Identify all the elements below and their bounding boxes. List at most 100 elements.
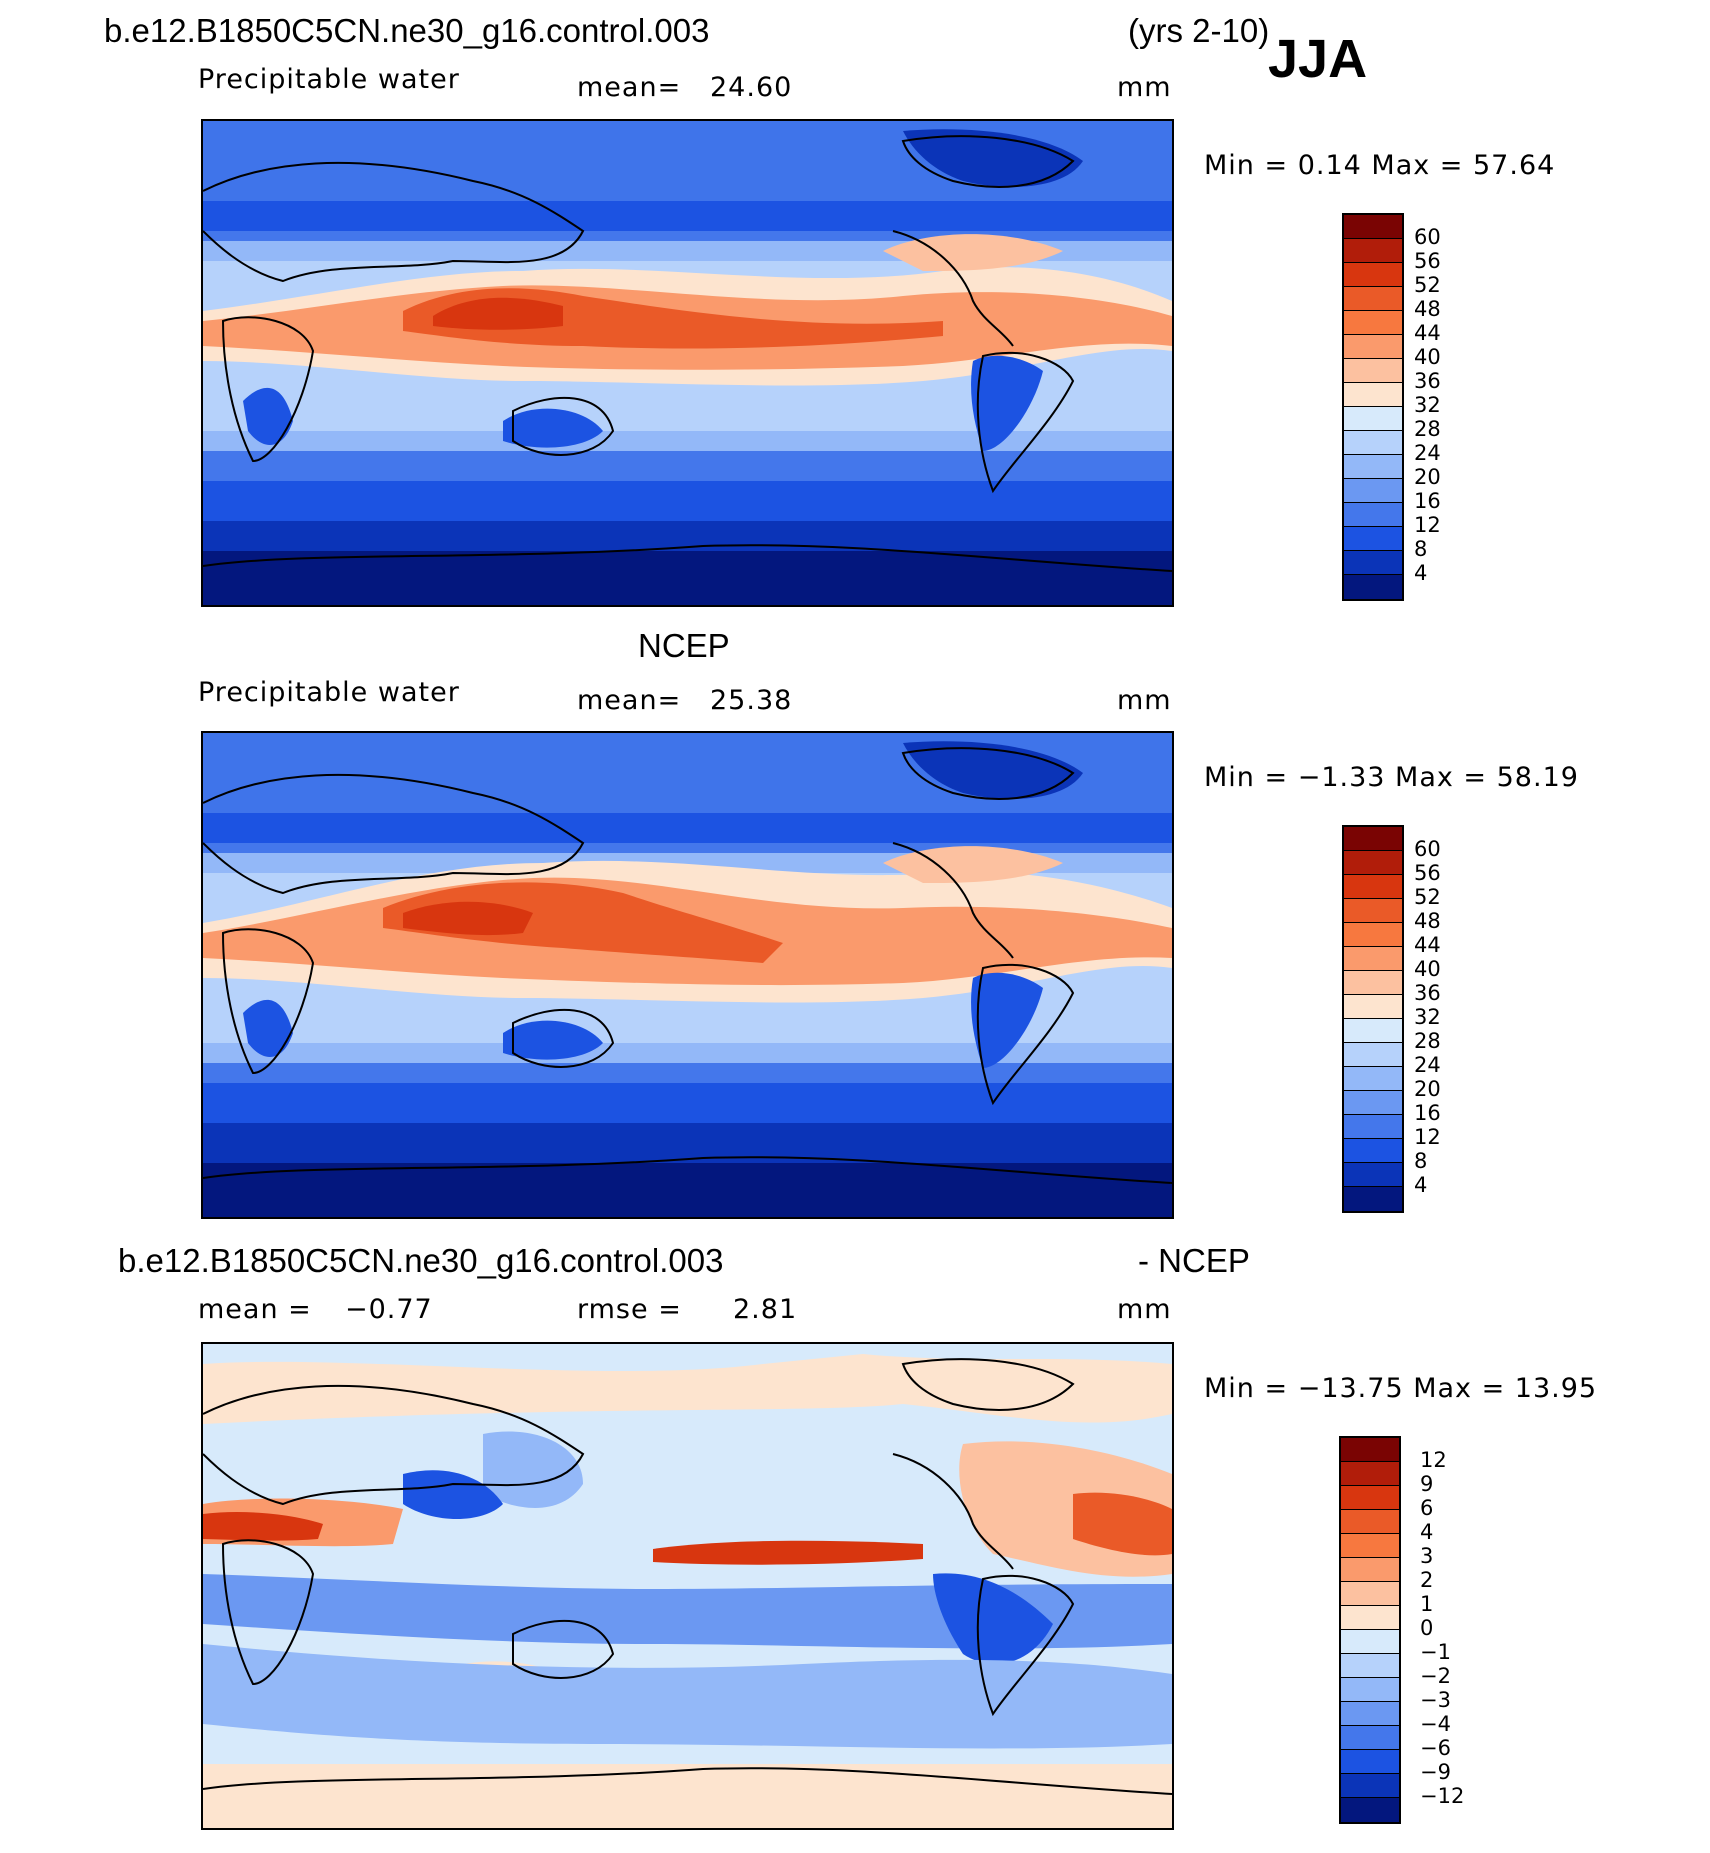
- panel1-colorbar-swatch: [1344, 503, 1402, 527]
- panel2-tick: 12: [1414, 1125, 1441, 1149]
- panel2-colorbar-swatch: [1344, 899, 1402, 923]
- panel2-unit: mm: [1117, 685, 1172, 716]
- panel3-tick: 12: [1420, 1448, 1447, 1472]
- panel1-tick: 40: [1414, 345, 1441, 369]
- panel1-colorbar-swatch: [1344, 359, 1402, 383]
- panel2-tick: 16: [1414, 1101, 1441, 1125]
- panel3-tick: −1: [1420, 1640, 1451, 1664]
- panel3-tick: −2: [1420, 1664, 1451, 1688]
- panel1-tick: 16: [1414, 489, 1441, 513]
- panel3-tick: 6: [1420, 1496, 1434, 1520]
- years-label: (yrs 2-10): [1128, 12, 1270, 49]
- panel2-colorbar-swatch: [1344, 1163, 1402, 1187]
- panel3-colorbar-swatch: [1341, 1438, 1399, 1462]
- panel1-tick: 48: [1414, 297, 1441, 321]
- panel3-minmax: Min = −13.75 Max = 13.95: [1204, 1373, 1598, 1404]
- panel1-colorbar-swatch: [1344, 215, 1402, 239]
- panel2-colorbar-swatch: [1344, 995, 1402, 1019]
- panel1-colorbar-swatch: [1344, 479, 1402, 503]
- panel2-colorbar-swatch: [1344, 947, 1402, 971]
- panel3-colorbar-swatch: [1341, 1558, 1399, 1582]
- panel3-title-left: b.e12.B1850C5CN.ne30_g16.control.003: [118, 1242, 724, 1279]
- panel1-mean-label: mean=: [577, 72, 682, 103]
- panel2-variable-label: Precipitable water: [198, 677, 460, 708]
- panel1-field: [203, 121, 1172, 605]
- panel1-unit: mm: [1117, 72, 1172, 103]
- panel2-tick: 52: [1414, 885, 1441, 909]
- panel1-tick: 32: [1414, 393, 1441, 417]
- case-name-title: b.e12.B1850C5CN.ne30_g16.control.003: [104, 12, 710, 49]
- panel2-map: [201, 731, 1174, 1219]
- panel3-rmse-value: 2.81: [733, 1294, 798, 1325]
- panel2-colorbar-swatch: [1344, 1091, 1402, 1115]
- panel2-tick: 24: [1414, 1053, 1441, 1077]
- panel2-mean-label: mean=: [577, 685, 682, 716]
- panel2-tick: 40: [1414, 957, 1441, 981]
- panel3-rmse-label: rmse =: [577, 1294, 682, 1325]
- panel1-colorbar: [1342, 213, 1404, 601]
- panel3-colorbar-swatch: [1341, 1582, 1399, 1606]
- panel3-colorbar-swatch: [1341, 1726, 1399, 1750]
- panel3-tick: −4: [1420, 1712, 1451, 1736]
- panel3-tick: 0: [1420, 1616, 1434, 1640]
- panel1-variable-label: Precipitable water: [198, 64, 460, 95]
- panel1-tick: 8: [1414, 537, 1428, 561]
- panel1-tick: 4: [1414, 561, 1428, 585]
- panel1-colorbar-swatch: [1344, 575, 1402, 599]
- panel2-tick: 8: [1414, 1149, 1428, 1173]
- panel1-colorbar-swatch: [1344, 239, 1402, 263]
- panel2-tick: 28: [1414, 1029, 1441, 1053]
- panel1-minmax: Min = 0.14 Max = 57.64: [1204, 150, 1556, 181]
- panel1-colorbar-swatch: [1344, 383, 1402, 407]
- panel2-tick: 48: [1414, 909, 1441, 933]
- panel2-colorbar-swatch: [1344, 1043, 1402, 1067]
- panel2-colorbar-swatch: [1344, 827, 1402, 851]
- panel3-title-right: - NCEP: [1138, 1242, 1250, 1279]
- panel3-colorbar-swatch: [1341, 1606, 1399, 1630]
- panel3-colorbar-swatch: [1341, 1486, 1399, 1510]
- panel2-tick: 44: [1414, 933, 1441, 957]
- panel2-colorbar: [1342, 825, 1404, 1213]
- panel3-tick: 9: [1420, 1472, 1434, 1496]
- panel3-colorbar: [1339, 1436, 1401, 1824]
- panel2-title: NCEP: [638, 627, 730, 664]
- panel1-colorbar-swatch: [1344, 407, 1402, 431]
- panel1-colorbar-swatch: [1344, 287, 1402, 311]
- panel3-mean-value: −0.77: [345, 1294, 433, 1325]
- panel1-colorbar-swatch: [1344, 431, 1402, 455]
- panel3-tick: −12: [1420, 1784, 1465, 1808]
- panel3-mean-label: mean =: [198, 1294, 312, 1325]
- panel1-tick: 60: [1414, 225, 1441, 249]
- panel3-colorbar-swatch: [1341, 1534, 1399, 1558]
- panel1-map: [201, 119, 1174, 607]
- season-label: JJA: [1268, 29, 1368, 89]
- panel2-colorbar-swatch: [1344, 1139, 1402, 1163]
- panel3-tick: 3: [1420, 1544, 1434, 1568]
- panel3-tick: −3: [1420, 1688, 1451, 1712]
- panel1-tick: 52: [1414, 273, 1441, 297]
- panel3-tick: 4: [1420, 1520, 1434, 1544]
- panel1-colorbar-swatch: [1344, 551, 1402, 575]
- panel1-mean-value: 24.60: [710, 72, 793, 103]
- panel2-colorbar-swatch: [1344, 875, 1402, 899]
- panel1-tick: 44: [1414, 321, 1441, 345]
- panel3-colorbar-swatch: [1341, 1654, 1399, 1678]
- panel3-colorbar-swatch: [1341, 1462, 1399, 1486]
- panel2-tick: 20: [1414, 1077, 1441, 1101]
- panel3-colorbar-swatch: [1341, 1774, 1399, 1798]
- panel3-tick: 2: [1420, 1568, 1434, 1592]
- panel2-colorbar-swatch: [1344, 971, 1402, 995]
- panel3-colorbar-swatch: [1341, 1630, 1399, 1654]
- panel3-colorbar-swatch: [1341, 1510, 1399, 1534]
- panel3-tick: −9: [1420, 1760, 1451, 1784]
- panel2-tick: 4: [1414, 1173, 1428, 1197]
- panel3-colorbar-swatch: [1341, 1678, 1399, 1702]
- panel2-mean-value: 25.38: [710, 685, 793, 716]
- panel3-tick: −6: [1420, 1736, 1451, 1760]
- panel1-tick: 28: [1414, 417, 1441, 441]
- panel3-tick: 1: [1420, 1592, 1434, 1616]
- panel3-colorbar-swatch: [1341, 1798, 1399, 1822]
- panel1-colorbar-swatch: [1344, 335, 1402, 359]
- panel3-unit: mm: [1117, 1294, 1172, 1325]
- panel2-colorbar-swatch: [1344, 1187, 1402, 1211]
